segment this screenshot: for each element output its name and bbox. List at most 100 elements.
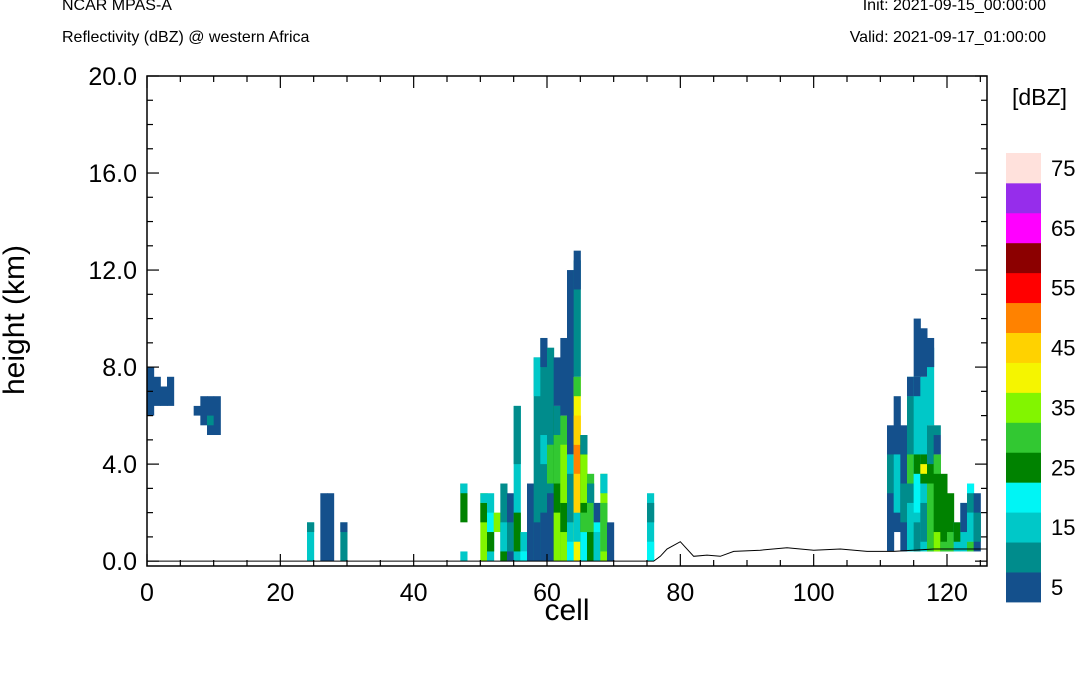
reflectivity-cell	[573, 444, 581, 474]
colorbar-swatch	[1006, 452, 1041, 483]
colorbar-label: 65	[1051, 216, 1075, 241]
reflectivity-cell	[920, 328, 928, 377]
reflectivity-cell	[560, 502, 568, 533]
reflectivity-cell	[967, 541, 975, 552]
reflectivity-cell	[573, 512, 581, 542]
reflectivity-cell	[647, 502, 655, 523]
colorbar-label: 5	[1051, 575, 1063, 600]
reflectivity-cell	[580, 532, 588, 562]
reflectivity-cell	[920, 464, 928, 474]
reflectivity-cell	[587, 473, 595, 562]
reflectivity-cell	[907, 454, 915, 484]
reflectivity-cell	[520, 532, 528, 552]
reflectivity-cell	[933, 532, 941, 552]
reflectivity-cell	[647, 541, 655, 562]
reflectivity-cell	[900, 483, 908, 523]
y-tick-label: 8.0	[102, 354, 137, 382]
model-title: NCAR MPAS-A	[62, 0, 172, 14]
reflectivity-cell	[553, 435, 561, 484]
terrain-line	[147, 541, 987, 562]
reflectivity-cell	[927, 425, 935, 465]
reflectivity-cell	[560, 444, 568, 503]
reflectivity-cell	[533, 357, 541, 397]
reflectivity-cell	[487, 532, 495, 552]
reflectivity-cell	[547, 444, 555, 484]
x-tick-label: 40	[400, 579, 428, 607]
reflectivity-cell	[460, 483, 468, 523]
colorbar-swatch	[1006, 362, 1041, 393]
axis-labels: 0 20 40 60 80 100 120 0.0 4.0 8.0 12.0 16.0 20.0	[88, 63, 968, 607]
reflectivity-cell	[553, 357, 561, 406]
reflectivity-cell	[940, 541, 948, 552]
reflectivity-cell	[540, 337, 548, 368]
reflectivity-cell	[933, 425, 941, 436]
reflectivity-cell	[327, 493, 335, 562]
y-axis-title: height (km)	[0, 245, 31, 395]
field-title: Reflectivity (dBZ) @ western Africa	[62, 29, 310, 46]
reflectivity-cell	[320, 493, 328, 562]
colorbar-label: 15	[1051, 515, 1075, 540]
reflectivity-cell	[513, 405, 521, 562]
reflectivity-cell	[553, 405, 561, 562]
reflectivity-cell	[573, 415, 581, 445]
x-tick-label: 80	[666, 579, 694, 607]
x-tick-label: 100	[793, 579, 835, 607]
reflectivity-cell	[540, 435, 548, 465]
y-tick-label: 16.0	[88, 160, 137, 188]
reflectivity-cell	[967, 493, 975, 513]
plot-frame	[146, 75, 988, 567]
reflectivity-cell	[480, 502, 488, 523]
reflectivity-cell	[573, 376, 581, 397]
colorbar-swatch	[1006, 512, 1041, 543]
reflectivity-cell	[600, 502, 608, 552]
reflectivity-cell	[307, 522, 315, 533]
colorbar-swatch	[1006, 332, 1041, 363]
reflectivity-cell	[160, 386, 168, 406]
y-tick-label: 20.0	[88, 63, 137, 91]
reflectivity-cell	[540, 512, 548, 562]
y-tick-label: 12.0	[88, 257, 137, 285]
colorbar-swatch	[1006, 272, 1041, 304]
reflectivity-cell	[480, 493, 488, 562]
reflectivity-cell	[913, 318, 921, 377]
reflectivity-cell	[553, 512, 561, 562]
reflectivity-cells	[147, 250, 981, 562]
reflectivity-cell	[913, 454, 921, 513]
colorbar-swatch	[1006, 212, 1041, 244]
colorbar: 5 15 25 35 45 55 65 75	[1006, 153, 1075, 603]
reflectivity-cell	[960, 502, 968, 533]
colorbar-swatch	[1006, 422, 1041, 453]
reflectivity-cell	[533, 357, 541, 562]
reflectivity-cell	[513, 405, 521, 465]
colorbar-swatch	[1006, 153, 1041, 184]
init-time: Init: 2021-09-15_00:00:00	[862, 0, 1046, 14]
reflectivity-cell	[967, 512, 975, 542]
x-tick-label: 20	[266, 579, 294, 607]
colorbar-swatch	[1006, 542, 1041, 573]
reflectivity-cell	[587, 483, 595, 503]
reflectivity-cell	[933, 435, 941, 455]
colorbar-label: 45	[1051, 336, 1075, 361]
valid-time: Valid: 2021-09-17_01:00:00	[849, 29, 1046, 46]
reflectivity-cell	[573, 250, 581, 290]
reflectivity-cell	[580, 454, 588, 503]
reflectivity-cell	[580, 435, 588, 455]
reflectivity-cell	[913, 454, 921, 474]
reflectivity-cell	[940, 473, 948, 552]
colorbar-label: 25	[1051, 455, 1075, 480]
y-tick-label: 4.0	[102, 451, 137, 479]
reflectivity-cell	[553, 405, 561, 436]
reflectivity-cell	[520, 551, 528, 562]
reflectivity-cell	[947, 532, 955, 552]
reflectivity-cell	[593, 502, 601, 523]
reflectivity-cell	[587, 532, 595, 562]
reflectivity-cell	[460, 551, 468, 562]
reflectivity-cell	[460, 483, 468, 494]
reflectivity-cell	[600, 473, 608, 494]
reflectivity-cell	[500, 483, 508, 562]
reflectivity-cell	[927, 483, 935, 552]
y-tick-label: 0.0	[102, 548, 137, 576]
reflectivity-cell	[913, 522, 921, 552]
reflectivity-cell	[547, 493, 555, 562]
